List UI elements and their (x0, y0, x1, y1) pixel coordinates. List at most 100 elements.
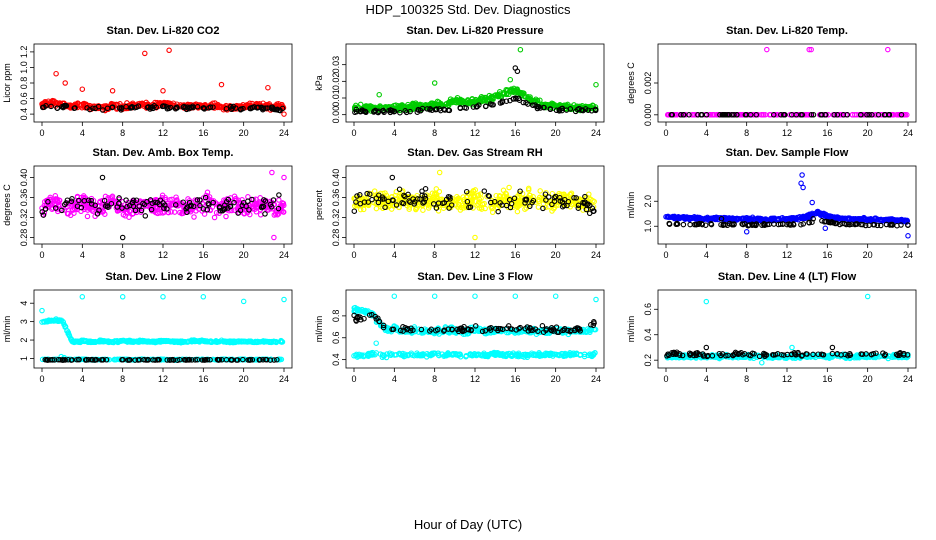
data-point (78, 208, 84, 215)
series-reference (351, 311, 597, 336)
outlier-point (431, 80, 438, 86)
data-point (49, 317, 55, 324)
data-point (95, 103, 102, 110)
data-point (456, 98, 463, 104)
outlier-point (800, 184, 806, 191)
data-point (425, 351, 432, 358)
data-point (798, 215, 805, 221)
data-point (430, 201, 437, 207)
data-point (497, 198, 503, 204)
data-point (831, 112, 838, 118)
data-point (872, 216, 878, 222)
data-point (94, 211, 101, 217)
outlier-point (718, 216, 725, 222)
data-point (217, 208, 224, 214)
data-point (400, 350, 406, 357)
data-point (464, 198, 471, 205)
data-point (175, 339, 181, 345)
data-point (204, 207, 211, 213)
data-point (717, 112, 723, 118)
data-point (455, 204, 461, 210)
data-point (810, 112, 817, 118)
data-point (123, 197, 129, 203)
data-point (76, 356, 82, 363)
data-point (511, 195, 518, 202)
data-point (273, 338, 279, 345)
data-point (866, 112, 872, 118)
data-point (39, 205, 45, 211)
data-point (532, 102, 538, 108)
data-point (781, 112, 788, 118)
data-point (770, 112, 777, 118)
data-point (184, 209, 190, 216)
data-point (141, 201, 148, 208)
data-point (171, 209, 178, 215)
data-point (99, 107, 106, 113)
data-point (412, 328, 419, 335)
data-point (173, 202, 180, 209)
data-point (778, 112, 784, 118)
outlier-point (376, 91, 382, 98)
y-tick-label: 4 (19, 301, 29, 306)
data-point (576, 105, 582, 112)
data-point (417, 196, 423, 202)
data-point (673, 215, 679, 221)
data-point (545, 194, 552, 200)
data-point (585, 107, 591, 113)
data-point (178, 339, 184, 345)
x-tick-label: 0 (663, 128, 668, 138)
x-tick-label: 8 (120, 374, 125, 384)
data-point (145, 104, 152, 110)
data-point (849, 112, 856, 118)
data-point (587, 329, 593, 336)
data-point (435, 350, 441, 357)
data-point (815, 209, 821, 216)
data-point (60, 357, 66, 363)
y-axis-label: ml/min (626, 192, 636, 219)
data-point (679, 214, 685, 220)
data-point (204, 356, 211, 363)
data-point (105, 195, 111, 201)
data-point (207, 104, 214, 110)
outlier-point (281, 174, 287, 181)
x-tick-label: 16 (198, 128, 208, 138)
series-reference (42, 356, 280, 363)
data-point (411, 103, 418, 109)
data-point (90, 105, 96, 111)
data-point (76, 338, 82, 345)
data-point (133, 197, 140, 203)
data-point (686, 216, 693, 223)
outlier-point (810, 216, 816, 222)
data-point (582, 106, 589, 112)
data-point (367, 191, 373, 197)
data-point (432, 106, 439, 113)
data-point (829, 219, 835, 225)
data-point (513, 351, 520, 358)
data-point (353, 106, 360, 113)
data-point (397, 109, 403, 116)
data-point (523, 100, 529, 106)
x-tick-label: 0 (351, 128, 356, 138)
data-point (861, 217, 868, 223)
data-point (271, 357, 277, 363)
data-point (207, 357, 213, 363)
x-tick-label: 24 (279, 128, 289, 138)
x-tick-label: 24 (591, 128, 601, 138)
data-point (507, 97, 513, 104)
data-point (489, 205, 495, 212)
figure-title: HDP_100325 Std. Dev. Diagnostics (365, 2, 571, 17)
x-tick-label: 0 (39, 250, 44, 260)
data-point (215, 357, 222, 363)
data-point (212, 338, 219, 345)
outlier-point (809, 199, 815, 206)
data-point (448, 98, 454, 105)
data-point (726, 215, 733, 222)
y-axis-label: ml/min (314, 316, 324, 343)
data-point (260, 338, 267, 345)
x-tick-label: 12 (470, 250, 480, 260)
y-tick-label: 2 (19, 338, 29, 343)
data-point (61, 102, 68, 109)
data-point (55, 318, 61, 325)
data-point (88, 197, 94, 204)
y-tick-label: 0.4 (331, 353, 341, 366)
